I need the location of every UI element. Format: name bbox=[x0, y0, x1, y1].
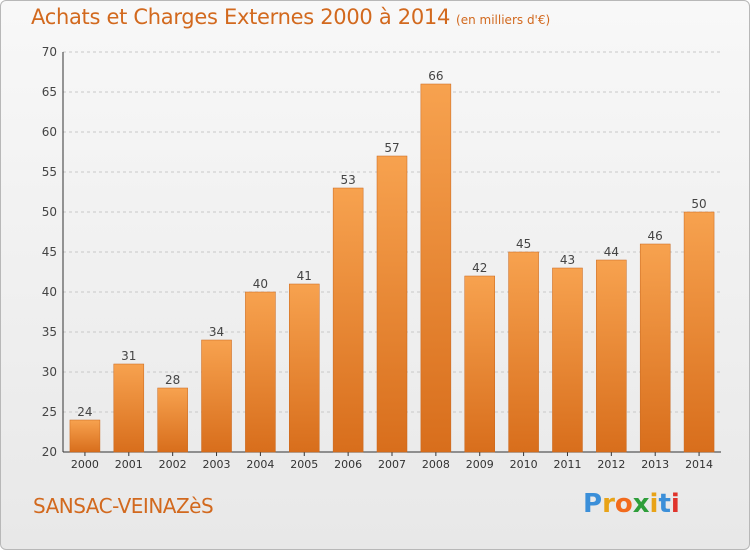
data-label-2006: 53 bbox=[340, 173, 355, 187]
bars bbox=[69, 83, 715, 453]
bar-2014 bbox=[683, 211, 715, 453]
x-tick-label-2007: 2007 bbox=[378, 458, 406, 471]
bar-2004 bbox=[245, 291, 276, 453]
x-tick-label-2008: 2008 bbox=[422, 458, 450, 471]
bar-2002 bbox=[157, 387, 188, 453]
x-tick-label-2011: 2011 bbox=[553, 458, 581, 471]
x-tick-label-2001: 2001 bbox=[115, 458, 143, 471]
x-tick-label-2010: 2010 bbox=[510, 458, 538, 471]
data-label-2008: 66 bbox=[428, 69, 443, 83]
data-label-2012: 44 bbox=[604, 245, 619, 259]
data-label-2003: 34 bbox=[209, 325, 224, 339]
x-tick-label-2000: 2000 bbox=[71, 458, 99, 471]
chart-title: Achats et Charges Externes 2000 à 2014 (e… bbox=[31, 5, 550, 29]
data-label-2014: 50 bbox=[691, 197, 706, 211]
y-tick-label: 20 bbox=[42, 445, 57, 459]
y-tick-label: 50 bbox=[42, 205, 57, 219]
data-label-2005: 41 bbox=[297, 269, 312, 283]
bar-chart: 20 25 30 35 40 45 50 55 60 65 70 24 2000 31 2001 28 2002… bbox=[42, 45, 721, 471]
bar-2006 bbox=[332, 187, 364, 453]
bar-2010 bbox=[508, 251, 539, 453]
y-tick-label: 30 bbox=[42, 365, 57, 379]
bar-2008 bbox=[420, 83, 452, 453]
data-label-2002: 28 bbox=[165, 373, 180, 387]
x-tick-label-2003: 2003 bbox=[203, 458, 231, 471]
data-label-2001: 31 bbox=[121, 349, 136, 363]
bar-2000 bbox=[69, 419, 101, 453]
bar-2009 bbox=[464, 275, 495, 453]
labels: 20 25 30 35 40 45 50 55 60 65 70 24 2000 31 2001 28 2002… bbox=[42, 45, 713, 471]
data-label-2007: 57 bbox=[384, 141, 399, 155]
x-tick-label-2002: 2002 bbox=[159, 458, 187, 471]
x-tick-label-2013: 2013 bbox=[641, 458, 669, 471]
bar-2011 bbox=[552, 267, 583, 453]
data-label-2013: 46 bbox=[648, 229, 663, 243]
y-tick-label: 55 bbox=[42, 165, 57, 179]
data-label-2000: 24 bbox=[77, 405, 92, 419]
data-label-2010: 45 bbox=[516, 237, 531, 251]
data-label-2004: 40 bbox=[253, 277, 268, 291]
y-tick-label: 45 bbox=[42, 245, 57, 259]
data-label-2009: 42 bbox=[472, 261, 487, 275]
proxiti-logo: Proxiti bbox=[583, 489, 680, 519]
location-label: SANSAC-VEINAZèS bbox=[33, 494, 214, 518]
y-tick-label: 40 bbox=[42, 285, 57, 299]
bar-2005 bbox=[289, 283, 320, 453]
y-tick-label: 60 bbox=[42, 125, 57, 139]
data-label-2011: 43 bbox=[560, 253, 575, 267]
chart-subtitle: (en milliers d'€) bbox=[456, 13, 551, 27]
y-tick-label: 35 bbox=[42, 325, 57, 339]
bar-2012 bbox=[596, 259, 627, 453]
y-tick-label: 65 bbox=[42, 85, 57, 99]
x-tick-label-2012: 2012 bbox=[597, 458, 625, 471]
x-tick-label-2014: 2014 bbox=[685, 458, 713, 471]
y-tick-label: 70 bbox=[42, 45, 57, 59]
x-tick-label-2005: 2005 bbox=[290, 458, 318, 471]
bar-2007 bbox=[376, 155, 408, 453]
y-tick-label: 25 bbox=[42, 405, 57, 419]
bar-2013 bbox=[639, 243, 671, 453]
x-tick-label-2006: 2006 bbox=[334, 458, 362, 471]
x-tick-label-2004: 2004 bbox=[246, 458, 274, 471]
bar-2003 bbox=[201, 339, 232, 453]
x-tick-label-2009: 2009 bbox=[466, 458, 494, 471]
bar-2001 bbox=[113, 363, 145, 453]
chart-title-text: Achats et Charges Externes 2000 à 2014 bbox=[31, 5, 451, 29]
